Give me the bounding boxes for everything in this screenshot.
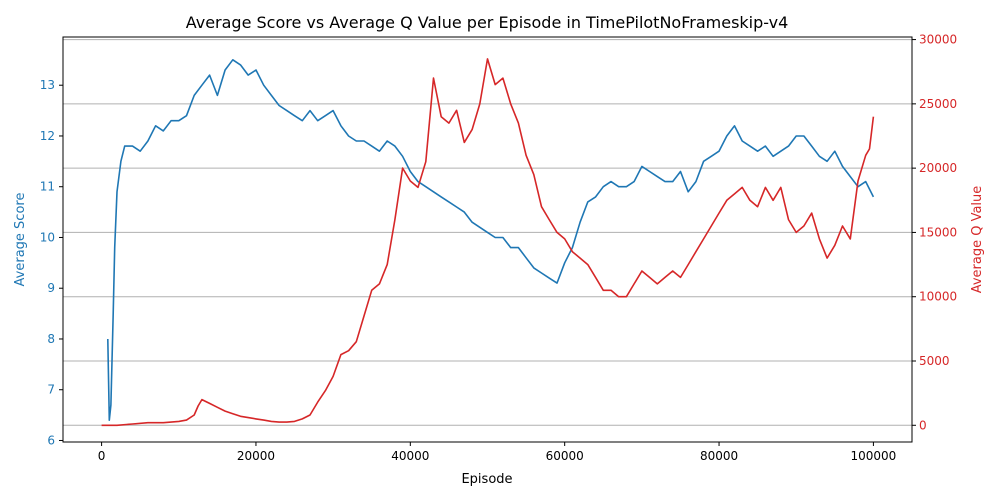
y-right-tick-label: 5000 [919, 354, 950, 368]
y-left-tick-label: 13 [40, 78, 55, 92]
y-right-tick-label: 30000 [919, 33, 957, 47]
y-left-tick-label: 11 [40, 180, 55, 194]
y-right-tick-label: 20000 [919, 161, 957, 175]
y-left-tick-label: 7 [47, 383, 55, 397]
y-left-tick-label: 8 [47, 332, 55, 346]
q-value-series-line [101, 58, 875, 427]
y-left-tick-label: 6 [47, 433, 55, 447]
y-left-tick-label: 10 [40, 230, 55, 244]
grid-layer [63, 39, 912, 426]
y-left-axis-label: Average Score [13, 193, 28, 287]
x-axis-label: Episode [461, 472, 512, 487]
x-tick-label: 80000 [700, 449, 738, 463]
x-tick-label: 40000 [391, 449, 429, 463]
y-left-tick-label: 12 [40, 129, 55, 143]
x-tick-label: 20000 [237, 449, 275, 463]
plot-frame [62, 36, 913, 443]
series-layer [101, 58, 875, 427]
chart-title: Average Score vs Average Q Value per Epi… [186, 13, 789, 32]
y-right-tick-label: 0 [919, 418, 927, 432]
y-right-axis-label: Average Q Value [970, 186, 985, 294]
y-right-tick-label: 25000 [919, 97, 957, 111]
y-right-tick-label: 10000 [919, 290, 957, 304]
x-tick-label: 100000 [851, 449, 897, 463]
y-right-tick-label: 15000 [919, 225, 957, 239]
axes-layer: 0 20000 40000 60000 80000 100000 6 7 8 9 10 11 12 13 0… [40, 33, 957, 463]
x-tick-label: 0 [98, 449, 106, 463]
y-left-tick-label: 9 [47, 281, 55, 295]
score-series-line [107, 58, 875, 422]
x-tick-label: 60000 [546, 449, 584, 463]
